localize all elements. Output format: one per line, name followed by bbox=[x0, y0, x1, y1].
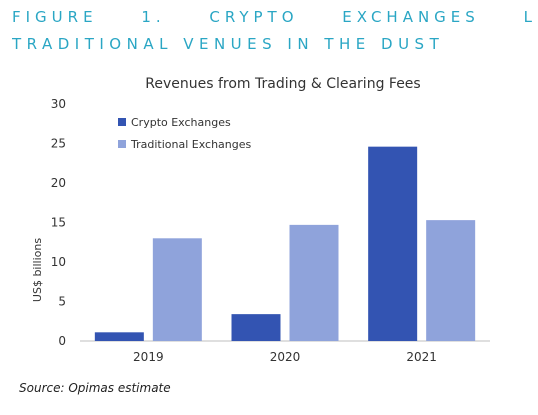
y-tick-label: 0 bbox=[58, 334, 66, 348]
figure-title-line-2: TRADITIONAL VENUES IN THE DUST bbox=[12, 35, 445, 53]
y-tick-label: 30 bbox=[51, 97, 66, 111]
y-tick-label: 20 bbox=[51, 176, 66, 190]
y-tick-label: 5 bbox=[58, 295, 66, 309]
bars-group bbox=[94, 146, 476, 341]
x-tick-label: 2020 bbox=[270, 350, 301, 364]
y-tick-label: 25 bbox=[51, 137, 66, 151]
source-note: Source: Opimas estimate bbox=[19, 381, 171, 395]
x-tick-label: 2019 bbox=[133, 350, 164, 364]
y-tick-label: 15 bbox=[51, 216, 66, 230]
legend-swatch bbox=[118, 118, 126, 126]
y-tick-label: 10 bbox=[51, 255, 66, 269]
bar-traditional-exchanges-2020 bbox=[289, 224, 339, 341]
legend-label: Crypto Exchanges bbox=[131, 116, 231, 129]
bar-chart: Revenues from Trading & Clearing Fees US… bbox=[31, 76, 490, 364]
bar-crypto-exchanges-2021 bbox=[368, 146, 418, 341]
chart-title: Revenues from Trading & Clearing Fees bbox=[145, 76, 420, 92]
legend-swatch bbox=[118, 140, 126, 148]
bar-traditional-exchanges-2019 bbox=[152, 238, 202, 341]
x-tick-label: 2021 bbox=[406, 350, 437, 364]
bar-traditional-exchanges-2021 bbox=[426, 220, 476, 341]
y-axis-label: US$ billions bbox=[31, 238, 44, 302]
legend-label: Traditional Exchanges bbox=[130, 138, 252, 151]
figure-title-line-1: FIGURE 1. CRYPTO EXCHANGES LEAVE bbox=[12, 8, 532, 26]
bar-crypto-exchanges-2019 bbox=[94, 332, 144, 341]
x-axis-ticks: 2019 2020 2021 bbox=[133, 350, 437, 364]
legend: Crypto Exchanges Traditional Exchanges bbox=[118, 116, 252, 151]
y-axis-ticks: 0 5 10 15 20 25 30 bbox=[51, 97, 66, 348]
bar-crypto-exchanges-2020 bbox=[231, 314, 281, 341]
